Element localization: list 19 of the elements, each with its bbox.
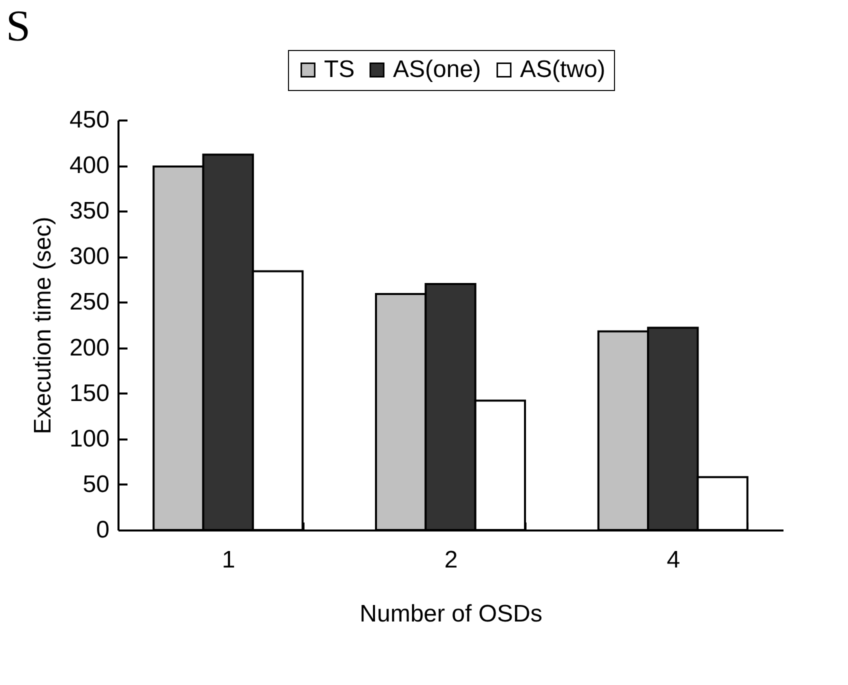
y-tick-label: 150 [69, 380, 110, 407]
x-axis-title: Number of OSDs [360, 600, 542, 628]
x-tick-label: 4 [666, 546, 680, 574]
legend-label: AS(one) [393, 56, 482, 83]
y-tick-label: 100 [69, 425, 110, 452]
y-tick-label: 250 [69, 288, 110, 316]
y-tick-label: 300 [69, 243, 110, 270]
x-tick-label: 2 [444, 546, 458, 574]
y-tick-label: 0 [96, 516, 110, 544]
x-tick-label: 1 [222, 546, 236, 574]
y-tick-label: 50 [82, 470, 110, 498]
y-axis-title: Execution time (sec) [29, 216, 56, 434]
legend-label: AS(two) [520, 56, 606, 83]
chart-title: S [6, 2, 30, 50]
y-tick-label: 200 [69, 334, 110, 362]
y-tick-label: 400 [69, 152, 110, 180]
y-tick-label: 350 [69, 198, 110, 225]
legend-label: TS [324, 56, 355, 83]
y-tick-label: 450 [69, 106, 110, 134]
